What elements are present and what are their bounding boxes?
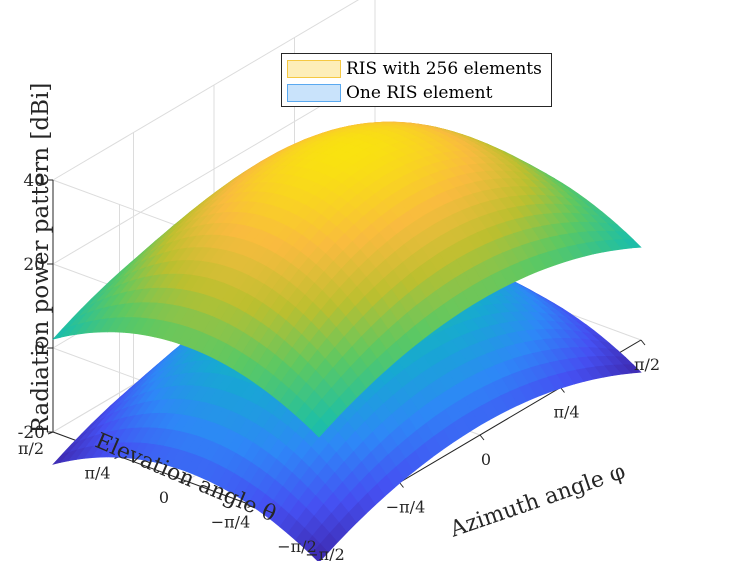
surface-ris-256-elements	[52, 121, 642, 438]
legend: RIS with 256 elements One RIS element	[281, 53, 552, 107]
z-tick-label: 0	[34, 339, 45, 359]
y-tick-label: −π/4	[211, 513, 251, 532]
x-axis-label: Azimuth angle φ	[446, 459, 628, 543]
z-tick-label: 40	[23, 171, 45, 191]
surface-patch	[623, 239, 642, 249]
y-tick-label: −π/2	[277, 537, 317, 556]
legend-label-one: One RIS element	[346, 83, 493, 103]
x-tick-label: 0	[481, 450, 491, 469]
x-tick-label: π/4	[553, 403, 579, 422]
tick-labels: 40 20 0 -20 −π/2 −π/4 0 π/4 π/2 π/2 π/4 0 −π/4 −π/2	[18, 171, 660, 561]
x-tick-label: −π/2	[305, 545, 345, 561]
z-axis-label: Radiation power pattern [dBi]	[28, 83, 54, 434]
legend-swatch-one	[287, 84, 341, 102]
z-tick-label: 20	[23, 255, 45, 275]
y-tick-label: 0	[159, 488, 169, 507]
legend-entry-one: One RIS element	[287, 82, 492, 104]
legend-label-256: RIS with 256 elements	[346, 59, 542, 79]
x-tick-label: −π/4	[386, 498, 426, 517]
legend-entry-256: RIS with 256 elements	[287, 58, 542, 80]
surface-patch	[623, 364, 642, 374]
legend-swatch-256	[287, 60, 341, 78]
z-tick-label: -20	[18, 423, 45, 443]
y-tick-label: π/4	[84, 464, 110, 483]
y-tick-label: π/2	[18, 439, 44, 458]
x-tick-label: π/2	[634, 355, 660, 374]
